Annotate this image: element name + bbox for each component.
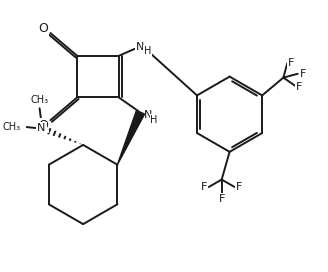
Text: F: F xyxy=(299,69,306,79)
Polygon shape xyxy=(117,110,145,165)
Text: F: F xyxy=(218,194,225,204)
Text: N: N xyxy=(136,42,145,52)
Text: F: F xyxy=(201,182,207,192)
Text: F: F xyxy=(288,58,295,68)
Text: F: F xyxy=(296,82,303,92)
Text: H: H xyxy=(151,115,158,125)
Text: CH₃: CH₃ xyxy=(31,95,49,105)
Text: CH₃: CH₃ xyxy=(3,122,21,132)
Text: F: F xyxy=(236,182,243,192)
Text: N: N xyxy=(143,110,152,120)
Text: N: N xyxy=(37,123,46,133)
Text: H: H xyxy=(144,46,151,56)
Text: O: O xyxy=(39,119,49,132)
Text: O: O xyxy=(39,21,49,35)
